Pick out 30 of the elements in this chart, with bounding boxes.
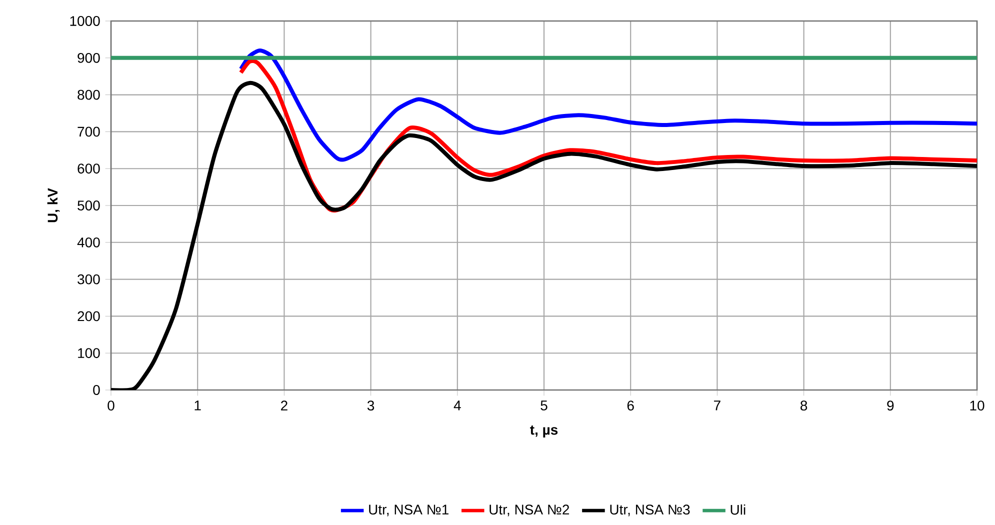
x-tick-label: 10 [970, 400, 984, 411]
y-axis-title: U, kV [47, 188, 60, 222]
y-tick-label: 500 [78, 200, 100, 210]
legend-label: Utr, NSA №3 [610, 504, 690, 516]
x-axis-title: t, µs [530, 425, 558, 438]
y-tick-label: 100 [78, 348, 100, 358]
line-series [111, 80, 978, 390]
x-tick-label: 1 [194, 400, 201, 410]
x-tick-label: 4 [454, 400, 461, 410]
legend-label: Utr, NSA №2 [490, 504, 570, 516]
x-tick-label: 5 [540, 400, 548, 410]
x-tick-label: 7 [714, 400, 720, 410]
x-tick-label: 0 [108, 400, 114, 411]
x-tick-label: 6 [627, 400, 634, 411]
y-tick-label: 200 [78, 311, 100, 322]
y-tick-label: 800 [78, 90, 100, 100]
x-tick-label: 8 [800, 400, 808, 411]
x-tick-label: 2 [281, 400, 288, 410]
y-tick-label: 700 [78, 126, 100, 137]
line-series [238, 48, 978, 162]
y-tick-label: 1000 [70, 16, 100, 26]
y-tick-label: 600 [78, 164, 100, 174]
legend-label: Uli [730, 504, 746, 515]
x-tick-label: 9 [887, 400, 894, 411]
y-tick-label: 900 [78, 52, 100, 63]
y-tick-label: 0 [93, 385, 100, 395]
y-tick-label: 300 [78, 274, 100, 284]
y-tick-label: 400 [77, 237, 100, 248]
x-tick-label: 3 [367, 400, 374, 411]
legend-label: Utr, NSA №1 [369, 504, 448, 516]
